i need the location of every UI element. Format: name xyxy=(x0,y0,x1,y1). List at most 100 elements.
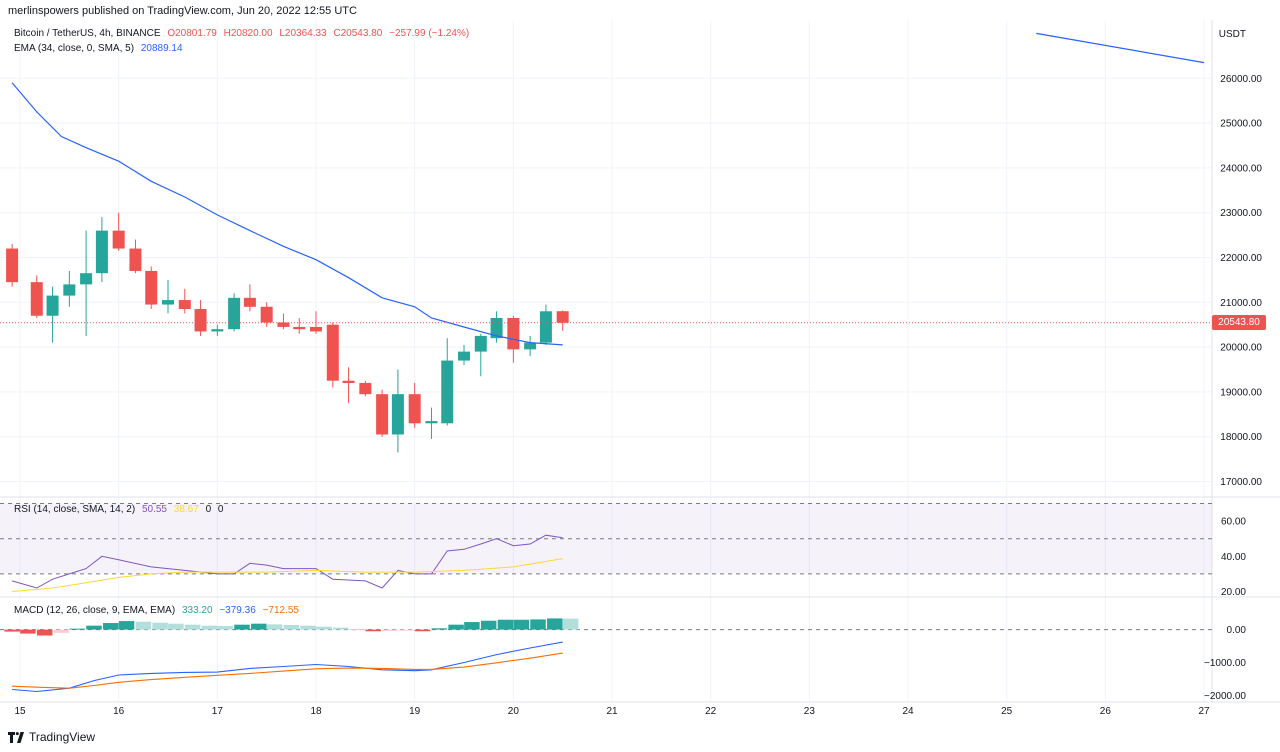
macd-histogram-bar xyxy=(382,629,398,631)
price-tick-label: 22000.00 xyxy=(1220,253,1262,264)
rsi-value: 50.55 xyxy=(141,504,167,515)
candle-body-down xyxy=(408,394,421,424)
x-tick-label: 18 xyxy=(310,706,322,717)
tradingview-logo-icon xyxy=(8,731,24,743)
rsi-extra-1: 0 xyxy=(205,504,212,515)
x-tick-label: 20 xyxy=(508,706,520,717)
macd-label: MACD (12, 26, close, 9, EMA, EMA) xyxy=(14,605,176,616)
macd-histogram-bar xyxy=(184,624,201,630)
grid-lines xyxy=(0,20,1212,702)
price-tick-label: 17000.00 xyxy=(1220,477,1262,488)
macd-histogram-bar xyxy=(20,629,36,634)
candle-body-down xyxy=(359,382,372,395)
ema-value: 20889.14 xyxy=(140,43,183,54)
x-tick-label: 27 xyxy=(1198,706,1210,717)
rsi-label: RSI (14, close, SMA, 14, 2) xyxy=(14,504,136,515)
macd-histogram-bar xyxy=(480,620,497,630)
macd-histogram-bar xyxy=(201,625,218,630)
rsi-extra-2: 0 xyxy=(217,504,224,515)
macd-legend: MACD (12, 26, close, 9, EMA, EMA) 333.20… xyxy=(14,605,303,616)
ema-line xyxy=(1036,32,1205,64)
macd-histogram-bar xyxy=(530,619,546,630)
macd-line-value: −379.36 xyxy=(219,605,256,616)
macd-histogram-bar xyxy=(36,629,53,636)
pane-dividers xyxy=(0,20,1280,703)
footer-brand[interactable]: TradingView xyxy=(8,730,95,744)
macd-histogram-bar xyxy=(464,622,480,630)
rsi-tick-label: 60.00 xyxy=(1221,517,1246,528)
macd-histogram-bar xyxy=(316,626,332,630)
candle-body-down xyxy=(326,324,339,381)
low-value: L20364.33 xyxy=(279,28,327,39)
change-value: −257.99 (−1.24%) xyxy=(389,28,470,39)
macd-histogram-bar xyxy=(414,629,431,632)
candle-body-up xyxy=(524,342,537,350)
x-tick-label: 22 xyxy=(705,706,717,717)
macd-pane xyxy=(0,618,1212,693)
price-tick-label: 18000.00 xyxy=(1220,432,1262,443)
candle-body-down xyxy=(507,317,520,350)
macd-tick-label: 0.00 xyxy=(1227,625,1247,636)
macd-histogram-bar xyxy=(266,624,283,630)
macd-histogram-bar xyxy=(365,629,381,632)
candle-body-down xyxy=(293,326,306,330)
macd-histogram-bar xyxy=(103,623,119,630)
macd-histogram-bar xyxy=(234,624,250,630)
candle-body-down xyxy=(310,326,323,332)
candle-body-up xyxy=(391,394,404,435)
candle-body-down xyxy=(376,394,389,435)
macd-histogram-bar xyxy=(152,622,168,630)
candle-body-up xyxy=(95,230,108,274)
macd-tick-label: −1000.00 xyxy=(1204,658,1246,669)
x-tick-label: 25 xyxy=(1001,706,1013,717)
candle-body-down xyxy=(277,322,290,327)
candle-body-up xyxy=(458,351,471,361)
price-axis: 17000.00 18000.00 19000.00 20000.00 21000.00… xyxy=(1204,29,1262,702)
macd-hist-value: 333.20 xyxy=(181,605,213,616)
rsi-line xyxy=(11,534,563,589)
x-tick-label: 15 xyxy=(14,706,26,717)
rsi-tick-label: 20.00 xyxy=(1221,587,1246,598)
macd-histogram-bar xyxy=(399,629,415,631)
macd-histogram-bar xyxy=(135,621,152,630)
macd-histogram-bar xyxy=(251,623,267,630)
macd-histogram-bar xyxy=(448,624,464,630)
candle-body-up xyxy=(425,421,438,424)
price-tick-label: 26000.00 xyxy=(1220,74,1262,85)
candle-body-down xyxy=(260,306,273,323)
price-tick-label: 19000.00 xyxy=(1220,387,1262,398)
candle-body-up xyxy=(80,273,93,285)
candle-body-down xyxy=(194,309,207,332)
macd-histogram-bar xyxy=(86,625,102,630)
x-tick-label: 21 xyxy=(606,706,618,717)
macd-histogram-bar xyxy=(349,628,366,630)
x-tick-label: 23 xyxy=(804,706,816,717)
ema-line xyxy=(11,82,563,346)
close-value: C20543.80 xyxy=(333,28,383,39)
signal-line xyxy=(12,652,563,689)
candle-body-down xyxy=(178,300,191,310)
main-legend: Bitcoin / TetherUS, 4h, BINANCE O20801.7… xyxy=(14,28,473,39)
price-tick-label: 20000.00 xyxy=(1220,343,1262,354)
price-tick-label: 24000.00 xyxy=(1220,163,1262,174)
candle-body-up xyxy=(211,329,224,332)
price-tick-label: 25000.00 xyxy=(1220,119,1262,130)
candle-body-down xyxy=(243,297,256,307)
time-axis: 15 16 17 18 19 20 21 22 23 24 25 26 27 xyxy=(14,706,1210,717)
symbol-label: Bitcoin / TetherUS, 4h, BINANCE xyxy=(14,28,161,39)
macd-histogram-bar xyxy=(332,627,349,630)
x-tick-label: 26 xyxy=(1100,706,1112,717)
macd-histogram-bar xyxy=(562,618,579,630)
macd-histogram-bar xyxy=(300,625,316,630)
candle-body-up xyxy=(474,335,487,352)
candle-body-up xyxy=(490,317,503,339)
candle-body-down xyxy=(112,230,125,249)
macd-line xyxy=(12,641,563,693)
price-pane xyxy=(0,32,1212,453)
macd-histogram-bar xyxy=(547,618,563,630)
candle-body-up xyxy=(228,297,241,330)
candle-body-down xyxy=(342,380,355,383)
rsi-tick-label: 40.00 xyxy=(1221,552,1246,563)
ema-legend: EMA (34, close, 0, SMA, 5) 20889.14 xyxy=(14,43,187,54)
